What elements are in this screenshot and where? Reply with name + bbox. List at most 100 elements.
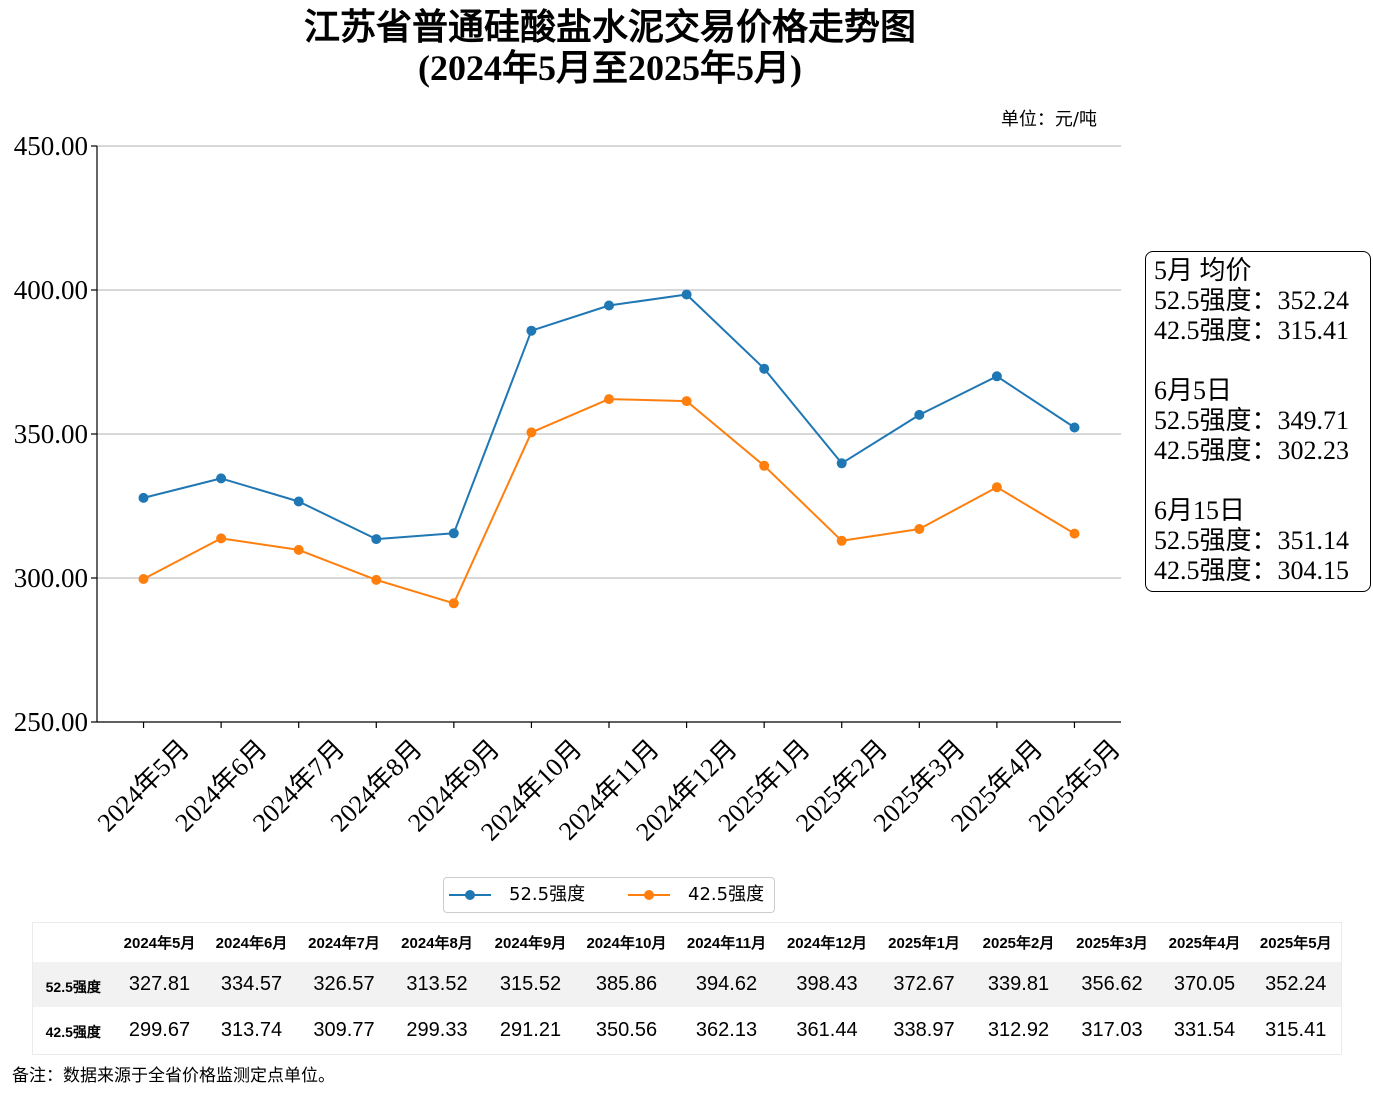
table-column-header: 2024年5月 xyxy=(113,922,206,962)
table-cell: 299.33 xyxy=(406,1018,468,1041)
table-cell: 350.56 xyxy=(595,1018,658,1041)
table-column-header: 2025年1月 xyxy=(876,922,972,962)
chart-title-block: 江苏省普通硅酸盐水泥交易价格走势图 (2024年5月至2025年5月) xyxy=(0,7,1220,89)
table-cell: 312.92 xyxy=(987,1018,1050,1041)
series-2-point xyxy=(526,427,537,438)
table-head: 2024年5月 2024年6月 2024年7月 2024年8月 2024年9月 2024年… xyxy=(32,922,1342,962)
table-column-header: 2025年3月 xyxy=(1065,922,1159,962)
series-1-point xyxy=(604,300,614,311)
series-2-point xyxy=(914,524,925,534)
legend-item-series-1: 52.5强度 xyxy=(449,885,585,905)
table-cell: 339.81 xyxy=(987,973,1050,995)
series-2-point xyxy=(991,482,1002,493)
legend: 52.5强度 42.5强度 xyxy=(443,877,775,913)
series-2-point xyxy=(836,535,847,546)
series-2-point xyxy=(604,394,614,405)
table-cell: 356.62 xyxy=(1081,973,1143,995)
legend-swatch-series-2 xyxy=(628,890,670,900)
table-body: 52.5强度 327.81 334.57 326.57 313.52 315.52 385.… xyxy=(32,962,1342,1054)
y-tick-label: 300.00 xyxy=(14,563,88,593)
legend-label-series-1: 52.5强度 xyxy=(509,884,586,905)
table-cell: 362.13 xyxy=(695,1018,758,1041)
summary-line: 42.5强度：302.23 xyxy=(1154,436,1350,465)
series-2-point xyxy=(681,396,692,407)
series-1-point xyxy=(836,458,847,469)
table-cell: 315.41 xyxy=(1265,1018,1327,1041)
price-table: 2024年5月 2024年6月 2024年7月 2024年8月 2024年9月 2024年… xyxy=(32,922,1342,1055)
series-2-point xyxy=(293,544,304,555)
series-1-point xyxy=(526,325,537,336)
table-cell: 313.74 xyxy=(220,1018,283,1041)
series-1-point xyxy=(371,534,382,545)
table-column-header: 2024年9月 xyxy=(483,922,578,962)
y-tick-label: 250.00 xyxy=(14,707,88,737)
y-tick-label: 350.00 xyxy=(14,419,88,449)
table-row-label: 52.5强度 xyxy=(45,978,101,995)
line-chart: 250.00300.00350.00400.00450.002024年5月202… xyxy=(14,131,1126,846)
table-column-header: 2024年6月 xyxy=(205,922,298,962)
summary-line: 52.5强度：352.24 xyxy=(1154,286,1350,315)
chart-title: 江苏省普通硅酸盐水泥交易价格走势图 xyxy=(303,7,916,47)
legend-swatch-marker xyxy=(465,890,475,900)
series-1-point xyxy=(991,371,1002,382)
table-cell: 385.86 xyxy=(595,973,658,995)
series-1-point xyxy=(138,492,149,503)
table-cell: 352.24 xyxy=(1265,973,1327,995)
table-column-header: 2024年12月 xyxy=(777,922,877,962)
series-1-point xyxy=(448,528,459,539)
table-cell: 334.57 xyxy=(220,973,283,995)
summary-line: 52.5强度：349.71 xyxy=(1154,406,1350,435)
summary-group-may-average: 5月 均价 52.5强度：352.24 42.5强度：315.41 xyxy=(1154,256,1370,346)
legend-swatch-marker xyxy=(644,890,654,900)
series-2-point xyxy=(759,460,770,471)
table-cell: 313.52 xyxy=(406,973,468,995)
legend-swatch-series-1 xyxy=(449,890,491,900)
table-column-header: 2024年7月 xyxy=(297,922,391,962)
table-column-header: 2025年5月 xyxy=(1250,922,1342,962)
table-cell: 315.52 xyxy=(499,973,562,995)
chart-subtitle: (2024年5月至2025年5月) xyxy=(418,48,802,88)
summary-line: 42.5强度：315.41 xyxy=(1154,316,1350,345)
table-cell: 309.77 xyxy=(313,1018,375,1041)
table-cell: 338.97 xyxy=(893,1018,955,1041)
table-column-header: 2025年2月 xyxy=(971,922,1066,962)
series-1-point xyxy=(681,289,692,300)
series-1-point xyxy=(1069,422,1080,433)
summary-group-june-5: 6月5日 52.5强度：349.71 42.5强度：302.23 xyxy=(1154,376,1370,466)
price-summary-box: 5月 均价 52.5强度：352.24 42.5强度：315.41 6月5日 5… xyxy=(1145,251,1371,592)
series-1-point xyxy=(293,496,304,507)
unit-label: 单位：元/吨 xyxy=(1000,109,1097,130)
table-header-row: 2024年5月 2024年6月 2024年7月 2024年8月 2024年9月 2024年… xyxy=(32,922,1342,962)
table-column-header: 2024年8月 xyxy=(390,922,484,962)
table-cell: 317.03 xyxy=(1081,1018,1143,1041)
series-1-point xyxy=(914,409,925,420)
summary-heading: 6月5日 xyxy=(1154,376,1233,405)
series-1-point xyxy=(759,363,770,374)
table-row-label: 42.5强度 xyxy=(45,1024,101,1041)
table-cell: 299.67 xyxy=(128,1018,191,1041)
table-cell: 326.57 xyxy=(313,973,375,995)
table-corner-cell xyxy=(32,922,114,962)
summary-heading: 5月 均价 xyxy=(1154,256,1252,285)
series-1-line xyxy=(143,293,1076,541)
series-2-point xyxy=(448,598,459,609)
y-tick-label: 450.00 xyxy=(14,131,88,161)
table-row: 42.5强度 299.67 313.74 309.77 299.33 291.21 350.… xyxy=(32,1007,1342,1054)
table-cell: 398.43 xyxy=(796,973,858,995)
table-column-header: 2025年4月 xyxy=(1158,922,1251,962)
table-cell: 394.62 xyxy=(695,973,758,995)
table-row: 52.5强度 327.81 334.57 326.57 313.52 315.52 385.… xyxy=(32,962,1342,1007)
series-1-point xyxy=(216,473,227,484)
summary-heading: 6月15日 xyxy=(1154,496,1246,525)
table-cell: 331.54 xyxy=(1173,1018,1236,1041)
footnote: 备注：数据来源于全省价格监测定点单位。 xyxy=(12,1066,335,1086)
series-2-point xyxy=(216,533,227,544)
table-column-header: 2024年11月 xyxy=(675,922,778,962)
legend-label-series-2: 42.5强度 xyxy=(688,884,765,905)
series-2-point xyxy=(1069,528,1080,539)
table-cell: 361.44 xyxy=(796,1018,858,1041)
table-cell: 291.21 xyxy=(499,1018,562,1041)
y-tick-label: 400.00 xyxy=(14,275,88,305)
table-cell: 327.81 xyxy=(128,973,191,995)
table-cell: 372.67 xyxy=(893,973,955,995)
